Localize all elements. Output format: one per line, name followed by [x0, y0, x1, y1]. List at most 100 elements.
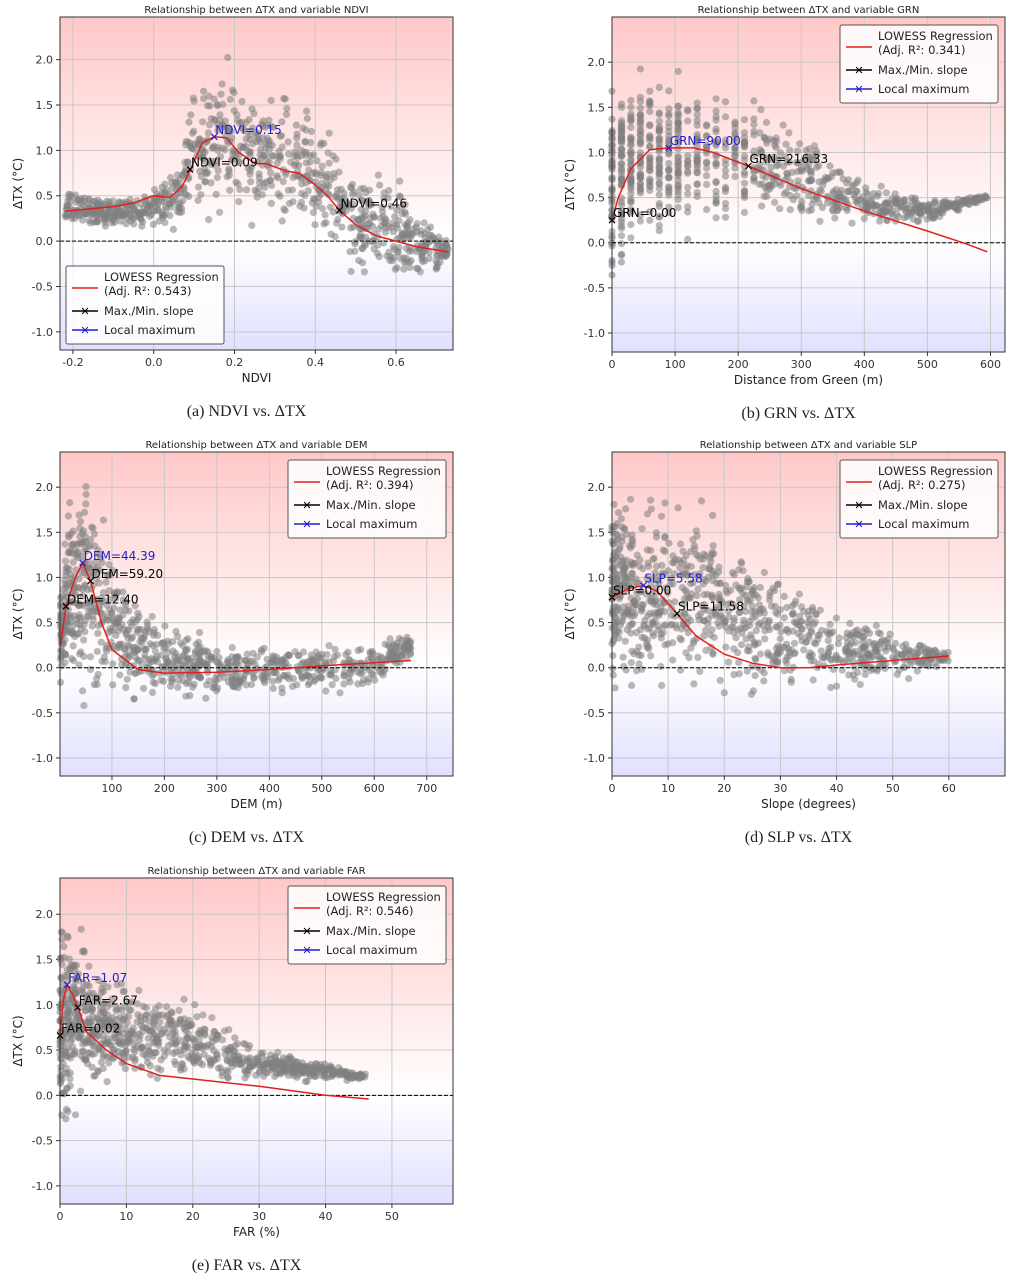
scatter-point	[127, 634, 135, 643]
scatter-point	[684, 183, 692, 192]
scatter-point	[267, 1051, 275, 1059]
scatter-point	[357, 185, 365, 193]
scatter-point	[122, 683, 130, 692]
scatter-point	[617, 250, 626, 259]
local-max-label: SLP=5.58	[644, 572, 702, 586]
y-tick-label: 0.0	[36, 1089, 54, 1102]
scatter-point	[793, 168, 802, 176]
scatter-point	[220, 1027, 229, 1035]
scatter-point	[721, 618, 729, 626]
scatter-point	[655, 110, 663, 118]
scatter-point	[267, 122, 275, 130]
scatter-point	[617, 176, 626, 185]
scatter-point	[793, 147, 802, 155]
scatter-point	[213, 173, 221, 182]
scatter-point	[626, 622, 634, 630]
scatter-point	[170, 1049, 178, 1058]
legend-x-icon	[81, 307, 89, 315]
y-tick-label: 0.0	[588, 662, 606, 675]
scatter-point	[932, 207, 940, 216]
scatter-point	[740, 129, 749, 137]
scatter-point	[116, 606, 124, 614]
scatter-point	[665, 149, 673, 157]
scatter-point	[172, 627, 180, 636]
legend-box	[65, 265, 225, 345]
scatter-point	[826, 620, 834, 629]
scatter-point	[721, 136, 730, 144]
scatter-point	[617, 160, 626, 168]
scatter-point	[232, 658, 240, 666]
scatter-point	[627, 96, 635, 105]
scatter-point	[248, 221, 256, 229]
scatter-point	[714, 619, 722, 627]
scatter-point	[103, 1011, 112, 1019]
scatter-point	[254, 1055, 262, 1063]
scatter-points	[61, 53, 452, 276]
scatter-point	[82, 490, 90, 498]
scatter-point	[194, 140, 202, 148]
scatter-point	[740, 134, 749, 142]
scatter-point	[617, 240, 626, 248]
chart-title: Relationship between ΔTX and variable DE…	[145, 440, 367, 451]
scatter-point	[304, 681, 312, 689]
scatter-point	[760, 192, 768, 200]
scatter-point	[617, 222, 626, 230]
scatter-point	[627, 234, 635, 242]
scatter-point	[153, 653, 161, 661]
scatter-point	[184, 645, 192, 654]
scatter-point	[386, 635, 394, 643]
scatter-point	[624, 607, 632, 615]
scatter-point	[915, 648, 924, 656]
scatter-point	[665, 110, 673, 118]
scatter-point	[317, 1071, 326, 1080]
local-max-label: GRN=90.00	[670, 134, 741, 148]
scatter-point	[633, 648, 641, 656]
scatter-point	[224, 53, 232, 62]
scatter-point	[661, 499, 669, 507]
scatter-point	[709, 511, 717, 519]
scatter-point	[693, 168, 701, 176]
scatter-point	[829, 665, 838, 674]
scatter-point	[773, 649, 781, 657]
scatter-point	[892, 199, 900, 208]
scatter-point	[724, 658, 733, 666]
scatter-point	[128, 622, 136, 630]
scatter-point	[655, 143, 663, 151]
scatter-point	[627, 495, 635, 503]
scatter-point	[814, 635, 822, 643]
scatter-point	[80, 508, 89, 516]
scatter-point	[81, 210, 90, 218]
scatter-point	[66, 499, 74, 507]
scatter-point	[783, 170, 792, 178]
scatter-point	[365, 186, 374, 194]
lowess-curve	[64, 136, 449, 253]
scatter-point	[130, 220, 138, 228]
scatter-point	[157, 1066, 165, 1074]
scatter-point	[169, 225, 177, 233]
local-max-marker	[665, 144, 673, 152]
x-tick-label: 10	[119, 1210, 133, 1223]
legend-slope-label: Max./Min. slope	[878, 63, 968, 77]
scatter-point	[922, 649, 930, 657]
scatter-point	[340, 668, 349, 676]
scatter-point	[90, 1050, 99, 1058]
scatter-point	[712, 116, 720, 124]
scatter-point	[275, 676, 283, 684]
scatter-point	[100, 200, 108, 209]
scatter-point	[190, 680, 198, 688]
scatter-point	[646, 107, 654, 116]
scatter-point	[665, 118, 673, 127]
scatter-point	[101, 222, 110, 230]
scatter-point	[873, 667, 881, 675]
scatter-point	[786, 206, 794, 214]
scatter-point	[282, 110, 291, 119]
y-tick-label: 0.5	[588, 192, 606, 205]
scatter-point	[693, 592, 701, 600]
x-axis-label: DEM (m)	[230, 797, 282, 811]
scatter-point	[385, 186, 393, 195]
scatter-point	[217, 661, 225, 669]
scatter-point	[857, 644, 865, 653]
scatter-point	[195, 644, 203, 652]
scatter-point	[626, 544, 635, 552]
